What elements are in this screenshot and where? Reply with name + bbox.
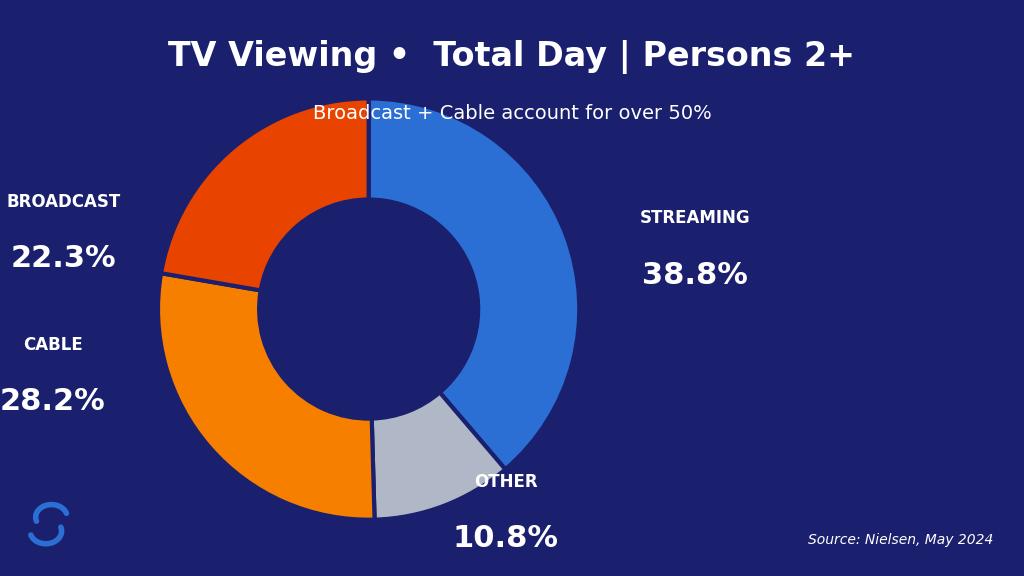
Text: OTHER: OTHER [474, 473, 538, 491]
Text: 28.2%: 28.2% [0, 387, 105, 416]
Wedge shape [372, 392, 505, 520]
Text: CABLE: CABLE [23, 336, 83, 354]
Text: Broadcast + Cable account for over 50%: Broadcast + Cable account for over 50% [312, 104, 712, 123]
Text: Source: Nielsen, May 2024: Source: Nielsen, May 2024 [808, 533, 993, 547]
Text: STREAMING: STREAMING [640, 210, 751, 228]
Wedge shape [161, 98, 369, 290]
Wedge shape [158, 273, 375, 520]
Text: 10.8%: 10.8% [453, 524, 558, 553]
Text: TV Viewing •  Total Day | Persons 2+: TV Viewing • Total Day | Persons 2+ [169, 40, 855, 74]
Text: 38.8%: 38.8% [642, 261, 749, 290]
Text: BROADCAST: BROADCAST [6, 192, 121, 211]
Wedge shape [369, 98, 580, 469]
Text: 22.3%: 22.3% [10, 244, 116, 273]
Circle shape [259, 199, 478, 419]
